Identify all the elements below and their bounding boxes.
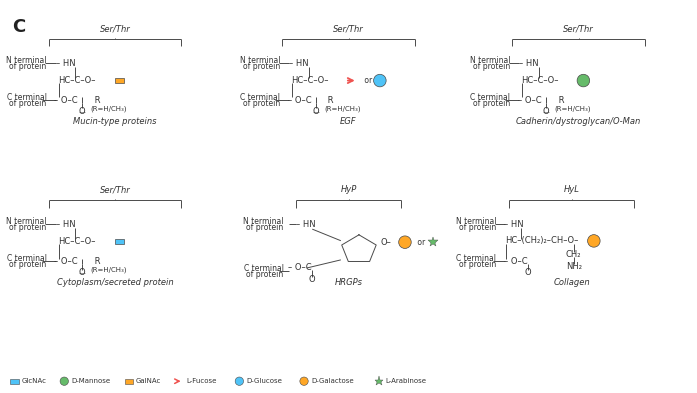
Text: of protein: of protein: [247, 270, 284, 279]
Text: – HN: – HN: [519, 59, 539, 68]
Text: Ser/Thr: Ser/Thr: [100, 24, 130, 33]
Ellipse shape: [374, 74, 386, 87]
Text: N terminal: N terminal: [6, 217, 47, 226]
Text: of protein: of protein: [459, 223, 496, 231]
Ellipse shape: [577, 74, 590, 87]
Text: NH₂: NH₂: [566, 262, 581, 271]
Text: Ser/Thr: Ser/Thr: [563, 24, 594, 33]
Text: (R=H/CH₃): (R=H/CH₃): [91, 267, 127, 273]
Text: HC–C–O–: HC–C–O–: [58, 237, 95, 246]
Text: – HN: – HN: [504, 220, 523, 229]
Text: – O–C: – O–C: [288, 263, 312, 272]
Text: EGF: EGF: [340, 117, 357, 126]
Text: of protein: of protein: [10, 260, 47, 269]
Text: R: R: [92, 257, 100, 266]
Text: of protein: of protein: [247, 223, 284, 231]
Bar: [116, 239, 125, 244]
Text: (R=H/CH₃): (R=H/CH₃): [554, 106, 590, 112]
Text: of protein: of protein: [243, 62, 280, 70]
Text: – O–C: – O–C: [518, 96, 542, 105]
Text: C terminal: C terminal: [457, 254, 496, 263]
Text: of protein: of protein: [10, 99, 47, 108]
Bar: [116, 78, 125, 83]
Text: – HN: – HN: [56, 59, 75, 68]
Ellipse shape: [588, 235, 600, 247]
Text: D-Glucose: D-Glucose: [246, 378, 282, 384]
Text: HyP: HyP: [340, 185, 357, 194]
Text: HC–(CH₂)₂–CH–O–: HC–(CH₂)₂–CH–O–: [505, 237, 579, 245]
Text: C terminal: C terminal: [244, 264, 284, 272]
Ellipse shape: [399, 236, 411, 248]
Bar: [10, 379, 19, 384]
Text: O–: O–: [381, 238, 392, 247]
Text: O: O: [79, 107, 86, 116]
Text: O: O: [542, 107, 549, 116]
Text: R: R: [325, 96, 334, 105]
Text: N terminal: N terminal: [6, 56, 47, 64]
Text: of protein: of protein: [10, 223, 47, 231]
Text: O: O: [312, 107, 319, 116]
Text: – O–C: – O–C: [504, 257, 528, 266]
Text: HC–C–O–: HC–C–O–: [521, 76, 559, 85]
Text: O: O: [308, 275, 315, 284]
Text: O: O: [524, 268, 531, 277]
Text: (R=H/CH₃): (R=H/CH₃): [91, 106, 127, 112]
Text: Cadherin/dystroglycan/O-Man: Cadherin/dystroglycan/O-Man: [516, 117, 641, 126]
Text: CH₂: CH₂: [566, 250, 581, 259]
Text: C terminal: C terminal: [470, 93, 510, 101]
Ellipse shape: [60, 377, 68, 386]
Text: HC–C–O–: HC–C–O–: [58, 76, 95, 85]
Text: – O–C: – O–C: [54, 257, 78, 266]
Text: R: R: [92, 96, 100, 105]
Text: C terminal: C terminal: [240, 93, 280, 101]
Text: Ser/Thr: Ser/Thr: [333, 24, 364, 33]
Text: – O–C: – O–C: [288, 96, 312, 105]
Text: (R=H/CH₃): (R=H/CH₃): [324, 106, 360, 112]
Text: HC–C–O–: HC–C–O–: [291, 76, 329, 85]
Text: of protein: of protein: [459, 260, 496, 269]
Text: of protein: of protein: [10, 62, 47, 70]
Bar: [125, 379, 133, 384]
Text: Cytoplasm/secreted protein: Cytoplasm/secreted protein: [56, 278, 174, 287]
Text: C: C: [13, 18, 26, 36]
Text: of protein: of protein: [243, 99, 280, 108]
Text: HRGPs: HRGPs: [335, 278, 362, 287]
Text: D-Galactose: D-Galactose: [311, 378, 353, 384]
Text: N terminal: N terminal: [456, 217, 496, 226]
Ellipse shape: [300, 377, 308, 386]
Text: GlcNAc: GlcNAc: [22, 378, 47, 384]
Text: HyL: HyL: [564, 185, 579, 194]
Text: – HN: – HN: [56, 220, 75, 229]
Text: Mucin-type proteins: Mucin-type proteins: [73, 117, 157, 126]
Text: of protein: of protein: [473, 62, 510, 70]
Text: Collagen: Collagen: [553, 278, 590, 287]
Ellipse shape: [235, 377, 243, 386]
Text: R: R: [556, 96, 564, 105]
Text: GalNAc: GalNAc: [136, 378, 161, 384]
Text: L-Fucose: L-Fucose: [187, 378, 217, 384]
Text: or: or: [415, 238, 426, 247]
Text: N terminal: N terminal: [243, 217, 284, 226]
Text: O: O: [79, 268, 86, 277]
Text: Ser/Thr: Ser/Thr: [100, 185, 130, 194]
Text: C terminal: C terminal: [7, 254, 47, 263]
Text: C terminal: C terminal: [7, 93, 47, 101]
Text: – HN: – HN: [296, 220, 315, 229]
Text: – HN: – HN: [289, 59, 309, 68]
Text: N terminal: N terminal: [240, 56, 280, 64]
Text: N terminal: N terminal: [470, 56, 510, 64]
Text: L-Arabinose: L-Arabinose: [385, 378, 427, 384]
Text: – O–C: – O–C: [54, 96, 78, 105]
Text: or: or: [362, 76, 373, 85]
Text: D-Mannose: D-Mannose: [71, 378, 110, 384]
Text: of protein: of protein: [473, 99, 510, 108]
